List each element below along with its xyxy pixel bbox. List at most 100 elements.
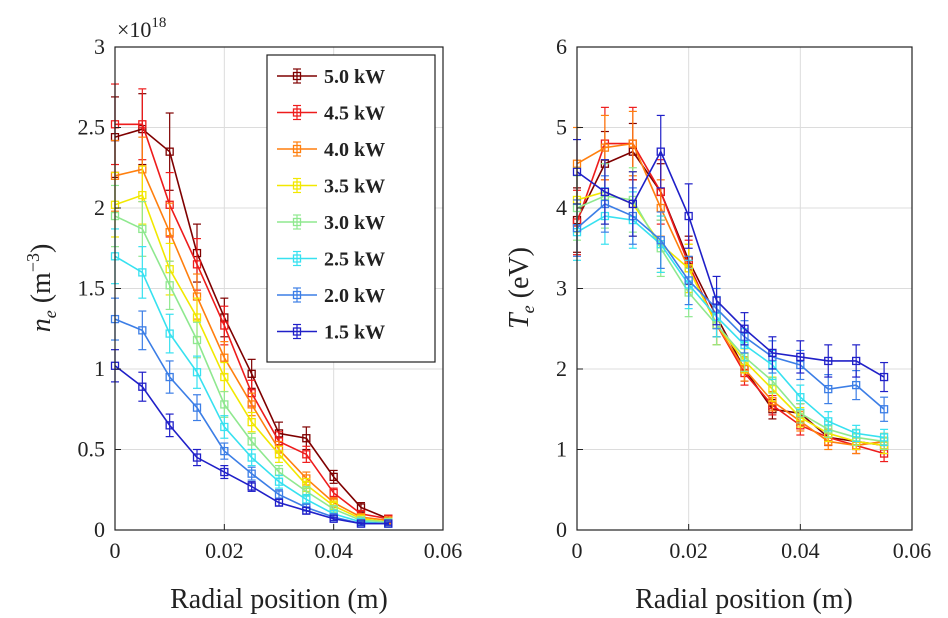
x-tick-label: 0.04 bbox=[781, 538, 820, 563]
data-point bbox=[165, 227, 174, 237]
legend: 5.0 kW 4.5 kW 4.0 kW 3.5 kW 3.0 kW 2.5 kW 2.0 … bbox=[266, 54, 436, 363]
data-point bbox=[879, 372, 889, 382]
data-point bbox=[329, 472, 338, 482]
data-point bbox=[192, 403, 202, 412]
data-point bbox=[600, 143, 610, 152]
legend-label: 3.0 kW bbox=[324, 212, 385, 234]
data-point bbox=[192, 313, 202, 322]
legend-item: 4.5 kW bbox=[277, 103, 385, 125]
data-point bbox=[824, 384, 833, 394]
data-point bbox=[712, 296, 721, 305]
data-point bbox=[274, 490, 284, 499]
data-point bbox=[165, 329, 174, 338]
legend-label: 5.0 kW bbox=[324, 66, 385, 88]
y-tick-label: 2 bbox=[556, 356, 567, 381]
legend-label: 1.5 kW bbox=[324, 322, 385, 344]
temperature-panel: 0 0.02 0.04 0.06 0 1 2 3 4 5 6 Radial position (m)… bbox=[504, 34, 931, 615]
data-point bbox=[628, 199, 637, 209]
data-point bbox=[274, 477, 284, 486]
data-point bbox=[628, 139, 637, 148]
y-tick-label: 0 bbox=[94, 517, 105, 542]
data-point bbox=[879, 405, 889, 414]
data-point bbox=[274, 498, 284, 507]
data-point bbox=[138, 268, 147, 277]
data-point bbox=[138, 224, 147, 234]
legend-marker bbox=[292, 108, 302, 117]
data-point bbox=[600, 187, 610, 197]
data-point bbox=[302, 506, 311, 515]
legend-item: 4.0 kW bbox=[277, 139, 385, 161]
y-tick-label: 2 bbox=[94, 195, 105, 220]
data-point bbox=[138, 382, 147, 391]
temperature-ticks: 0 0.02 0.04 0.06 0 1 2 3 4 5 6 bbox=[556, 34, 931, 563]
data-point bbox=[165, 147, 174, 156]
x-tick-label: 0.02 bbox=[669, 538, 708, 563]
y-tick-label: 1 bbox=[94, 356, 105, 381]
density-series bbox=[110, 83, 393, 528]
x-tick-label: 0.04 bbox=[314, 538, 353, 563]
data-point bbox=[740, 324, 749, 333]
data-point bbox=[824, 356, 833, 366]
y-tick-label: 1.5 bbox=[78, 276, 106, 301]
data-point bbox=[796, 352, 805, 362]
x-tick-label: 0.02 bbox=[205, 538, 244, 563]
series-line bbox=[576, 203, 885, 410]
data-point bbox=[302, 434, 311, 443]
y-tick-label: 3 bbox=[94, 34, 105, 59]
temperature-series bbox=[572, 106, 889, 463]
data-point bbox=[852, 356, 861, 366]
data-point bbox=[138, 120, 147, 129]
temperature-x-axis-label: Radial position (m) bbox=[635, 584, 853, 615]
y-tick-label: 0.5 bbox=[78, 437, 106, 462]
legend-marker bbox=[292, 144, 302, 154]
legend-marker bbox=[292, 71, 302, 81]
legend-item: 2.0 kW bbox=[277, 285, 385, 307]
data-point bbox=[192, 335, 202, 345]
series-line bbox=[576, 149, 885, 378]
density-panel: 0 0.02 0.04 0.06 0 0.5 1 1.5 2 2.5 3 ×1018 Radial … bbox=[23, 15, 462, 615]
x-tick-label: 0 bbox=[572, 538, 583, 563]
y-tick-label: 1 bbox=[556, 437, 567, 462]
series-line bbox=[576, 195, 885, 443]
data-point bbox=[656, 236, 665, 245]
data-point bbox=[247, 417, 256, 427]
data-point bbox=[138, 190, 147, 200]
y-tick-label: 2.5 bbox=[78, 115, 106, 140]
data-point bbox=[302, 495, 311, 504]
series-1_5kW bbox=[110, 349, 393, 528]
legend-marker bbox=[292, 181, 302, 190]
density-ticks: 0 0.02 0.04 0.06 0 0.5 1 1.5 2 2.5 3 bbox=[78, 34, 463, 563]
legend-item: 1.5 kW bbox=[277, 322, 385, 344]
data-point bbox=[247, 469, 256, 478]
density-x-axis-label: Radial position (m) bbox=[170, 584, 388, 615]
data-point bbox=[165, 281, 174, 290]
legend-label: 2.0 kW bbox=[324, 285, 385, 307]
y-tick-label: 4 bbox=[556, 195, 567, 220]
temperature-y-axis-label: Te (eV) bbox=[504, 247, 538, 329]
data-point bbox=[220, 372, 229, 382]
density-y-axis-label: ne (m−3) bbox=[23, 244, 60, 333]
data-point bbox=[768, 348, 777, 358]
data-point bbox=[329, 488, 338, 498]
data-point bbox=[220, 400, 229, 409]
data-point bbox=[220, 446, 229, 456]
x-tick-label: 0 bbox=[110, 538, 121, 563]
series-line bbox=[576, 215, 885, 439]
legend-label: 2.5 kW bbox=[324, 249, 385, 271]
legend-label: 4.5 kW bbox=[324, 103, 385, 125]
series-line bbox=[576, 142, 885, 447]
data-point bbox=[165, 421, 174, 430]
legend-item: 2.5 kW bbox=[277, 249, 385, 271]
legend-marker bbox=[292, 327, 302, 336]
data-point bbox=[247, 437, 256, 446]
y-tick-label: 5 bbox=[556, 115, 567, 140]
legend-item: 3.5 kW bbox=[277, 176, 385, 198]
x-tick-label: 0.06 bbox=[893, 538, 932, 563]
data-point bbox=[165, 372, 174, 382]
data-point bbox=[220, 321, 229, 330]
data-point bbox=[384, 519, 393, 528]
legend-item: 3.0 kW bbox=[277, 212, 385, 234]
data-point bbox=[356, 519, 366, 528]
data-point bbox=[220, 467, 229, 477]
data-point bbox=[879, 433, 889, 442]
